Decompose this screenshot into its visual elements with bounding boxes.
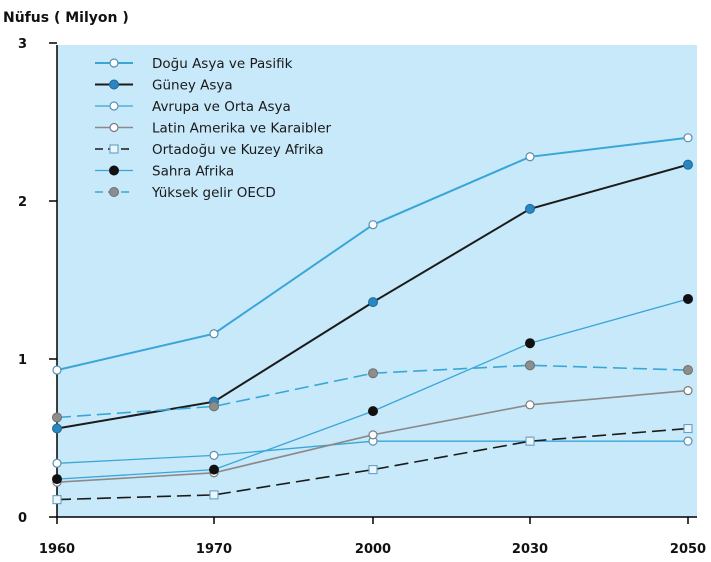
legend-label-7: Yüksek gelir OECD bbox=[151, 185, 276, 201]
series-line-5 bbox=[56, 427, 689, 501]
series-markers bbox=[52, 133, 693, 505]
y-tick-label: 3 bbox=[18, 37, 27, 52]
series-7-point bbox=[683, 365, 693, 376]
legend-label-2: Güney Asya bbox=[152, 78, 233, 94]
legend-label-1: Doğu Asya ve Pasifik bbox=[152, 56, 293, 72]
legend-marker-1 bbox=[109, 58, 119, 68]
y-tick-label: 2 bbox=[18, 195, 27, 210]
series-3-point bbox=[209, 450, 219, 460]
series-1-point bbox=[209, 329, 219, 339]
legend-marker-6 bbox=[109, 165, 119, 176]
series-3-point bbox=[683, 436, 693, 446]
series-4-point bbox=[525, 400, 535, 410]
series-1-point bbox=[52, 365, 62, 375]
legend-label-5: Ortadoğu ve Kuzey Afrika bbox=[152, 142, 324, 158]
series-4-point bbox=[683, 386, 693, 396]
series-6-point bbox=[368, 406, 378, 417]
series-7-point bbox=[368, 368, 378, 379]
x-tick-label: 2000 bbox=[355, 542, 391, 557]
legend-label-4: Latin Amerika ve Karaibler bbox=[152, 121, 331, 137]
chart-title: Nüfus ( Milyon ) bbox=[3, 10, 129, 26]
series-1-point bbox=[525, 152, 535, 162]
plot-background bbox=[57, 45, 697, 517]
axes: 0 1 2 3 1960 1970 2000 2030 2050 bbox=[18, 37, 706, 557]
legend-marker-2 bbox=[109, 79, 119, 90]
series-6-point bbox=[209, 464, 219, 475]
x-tick-label: 1970 bbox=[196, 542, 232, 557]
series-5-point bbox=[52, 495, 62, 505]
legend-marker-5 bbox=[109, 144, 119, 154]
series-6-point bbox=[52, 474, 62, 485]
x-tick-label: 1960 bbox=[39, 542, 75, 557]
series-1-point bbox=[368, 220, 378, 230]
series-6-point bbox=[525, 338, 535, 349]
series-2-point bbox=[525, 203, 535, 214]
legend: Doğu Asya ve Pasifik Güney Asya Avrupa ve … bbox=[95, 56, 331, 201]
series-5-point bbox=[683, 423, 693, 434]
legend-marker-4 bbox=[109, 122, 119, 133]
series-3-point bbox=[52, 458, 62, 468]
x-tick-label: 2050 bbox=[670, 542, 706, 557]
y-tick-label: 1 bbox=[18, 353, 27, 368]
y-tick-label: 0 bbox=[18, 511, 27, 526]
series-6-point bbox=[683, 293, 693, 304]
series-2-point bbox=[368, 297, 378, 308]
series-line-7 bbox=[56, 364, 689, 419]
legend-marker-3 bbox=[109, 101, 119, 111]
legend-marker-7 bbox=[109, 187, 119, 197]
series-2-point bbox=[52, 423, 62, 434]
series-2-point bbox=[683, 159, 693, 170]
series-7-point bbox=[52, 412, 62, 423]
series-5-point bbox=[368, 465, 378, 475]
legend-label-3: Avrupa ve Orta Asya bbox=[152, 99, 291, 115]
legend-label-6: Sahra Afrika bbox=[152, 164, 234, 180]
series-4-point bbox=[368, 430, 378, 440]
series-7-point bbox=[525, 360, 535, 371]
series-1-point bbox=[683, 133, 693, 143]
x-tick-label: 2030 bbox=[512, 542, 548, 557]
series-5-point bbox=[209, 490, 219, 500]
series-5-point bbox=[525, 436, 535, 446]
series-7-point bbox=[209, 401, 219, 412]
